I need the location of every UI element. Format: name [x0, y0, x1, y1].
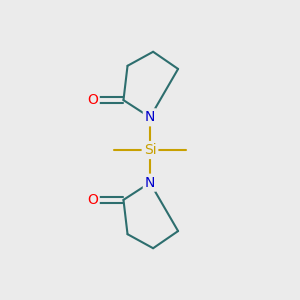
Text: O: O: [87, 193, 98, 207]
Text: O: O: [87, 93, 98, 107]
Text: N: N: [145, 110, 155, 124]
Text: N: N: [145, 176, 155, 190]
Text: Si: Si: [144, 143, 156, 157]
